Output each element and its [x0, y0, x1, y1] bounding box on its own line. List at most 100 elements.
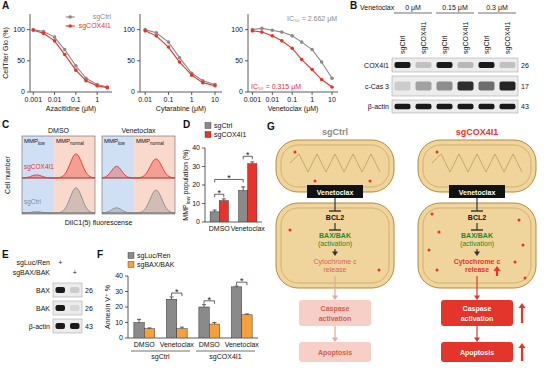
mitochondrion [418, 203, 536, 288]
series-line [145, 31, 215, 86]
y-tick-label: 100 [123, 26, 135, 33]
band [500, 62, 516, 68]
panel-letter: E [2, 249, 9, 260]
arrow [334, 326, 335, 338]
y-tick [202, 166, 205, 167]
point [31, 28, 35, 32]
node-label: Cytochrome c [454, 258, 501, 266]
label-part: normal [70, 141, 84, 146]
line-chart: 0501000.0010.010.11Azacitidine (μM)CellT… [2, 13, 112, 113]
point [271, 28, 275, 32]
panel-letter: B [350, 0, 357, 11]
point [105, 85, 109, 89]
x-tick-label: 0.01 [138, 96, 152, 103]
x-tick-label: 1 [310, 96, 314, 103]
bar [210, 212, 219, 222]
significance-label: * [217, 188, 221, 198]
plot-area [31, 28, 109, 90]
inhibition-bar [471, 210, 483, 211]
bar [239, 191, 248, 222]
inner-membrane [281, 208, 389, 283]
point [74, 64, 78, 68]
point [178, 60, 182, 64]
point [300, 40, 304, 44]
point [190, 73, 194, 77]
error-bar [250, 162, 254, 164]
y-tick-label: 50 [235, 57, 243, 64]
node-label: BAX/BAK [319, 232, 351, 239]
band [437, 104, 453, 110]
band [437, 62, 453, 68]
error-bar [170, 297, 174, 299]
node-label: Cytochrome c [313, 258, 357, 266]
x-tick-label: DMSO [199, 341, 221, 348]
series-line [33, 30, 107, 87]
cytochrome-dot [514, 261, 517, 264]
point [105, 86, 109, 90]
legend-label: sgCtrl [93, 13, 112, 21]
node-label: activation [461, 315, 494, 322]
x-tick-label: 0.01 [48, 96, 62, 103]
cytochrome-dot [294, 151, 297, 154]
band [479, 104, 495, 110]
x-tick-label: Venetoclax [231, 225, 266, 232]
bar [144, 329, 154, 338]
node-label: release [324, 266, 347, 273]
cytochrome-dot [428, 249, 431, 252]
significance-label: * [246, 150, 250, 160]
row-label: BAK [36, 305, 50, 312]
gate-label: MMPlow [104, 138, 126, 146]
x-axis [248, 92, 338, 93]
point [31, 28, 35, 32]
inner-membrane [423, 208, 531, 283]
label-part: normal [150, 141, 164, 146]
blot-strip [392, 58, 518, 72]
node-label: (activation) [460, 240, 494, 248]
point [95, 84, 99, 88]
baseline [22, 178, 95, 179]
arrow-head [474, 252, 480, 257]
error-bar [147, 327, 151, 329]
legend-label: sgCtrl [214, 122, 233, 130]
western-blot: COX4I126c-Cas 317β-actin43Venetoclax0 μM… [360, 4, 529, 113]
label-part: low [118, 141, 126, 146]
error-bar [213, 210, 217, 212]
x-tick [145, 92, 146, 95]
row-label: COX4I1 [364, 62, 389, 69]
histogram [22, 188, 95, 213]
y-tick-label: 30 [115, 288, 123, 295]
bar [248, 164, 257, 222]
x-axis-title: Cytarabine (μM) [156, 105, 206, 113]
lane-label: sgCtrl [483, 35, 491, 54]
point [154, 34, 158, 38]
panel-letter: G [267, 121, 275, 132]
dose-line [394, 13, 432, 14]
y-tick-label: 50 [127, 57, 135, 64]
cytochrome-dot [289, 229, 292, 232]
histogram [102, 190, 175, 213]
point [53, 35, 57, 39]
inhibition-bar [471, 229, 483, 230]
up-arrow-head [519, 343, 526, 348]
error-bar [202, 305, 206, 307]
x-axis [140, 92, 222, 93]
bar [177, 329, 187, 338]
mitochondrion [276, 140, 394, 192]
baseline [102, 213, 175, 214]
column-title: sgCOX4I1 [456, 127, 499, 137]
band [416, 104, 432, 110]
x-axis [30, 92, 112, 93]
y-tick [27, 60, 30, 61]
series-line [145, 30, 215, 85]
lane-label: sgCOX4I1 [420, 22, 428, 54]
bar-chart: 010203040DMSOVenetoclaxsgCtrlsgCOX4I1***… [182, 122, 265, 232]
point [143, 29, 147, 33]
x-tick-label: Venetoclax [160, 341, 195, 348]
blot-strip [53, 301, 82, 315]
y-tick [125, 322, 128, 323]
x-tick-label: DMSO [209, 225, 231, 232]
bar [231, 287, 241, 338]
histogram [102, 159, 175, 178]
treatment-label: Venetoclax [360, 4, 395, 11]
plot-area [210, 162, 257, 222]
